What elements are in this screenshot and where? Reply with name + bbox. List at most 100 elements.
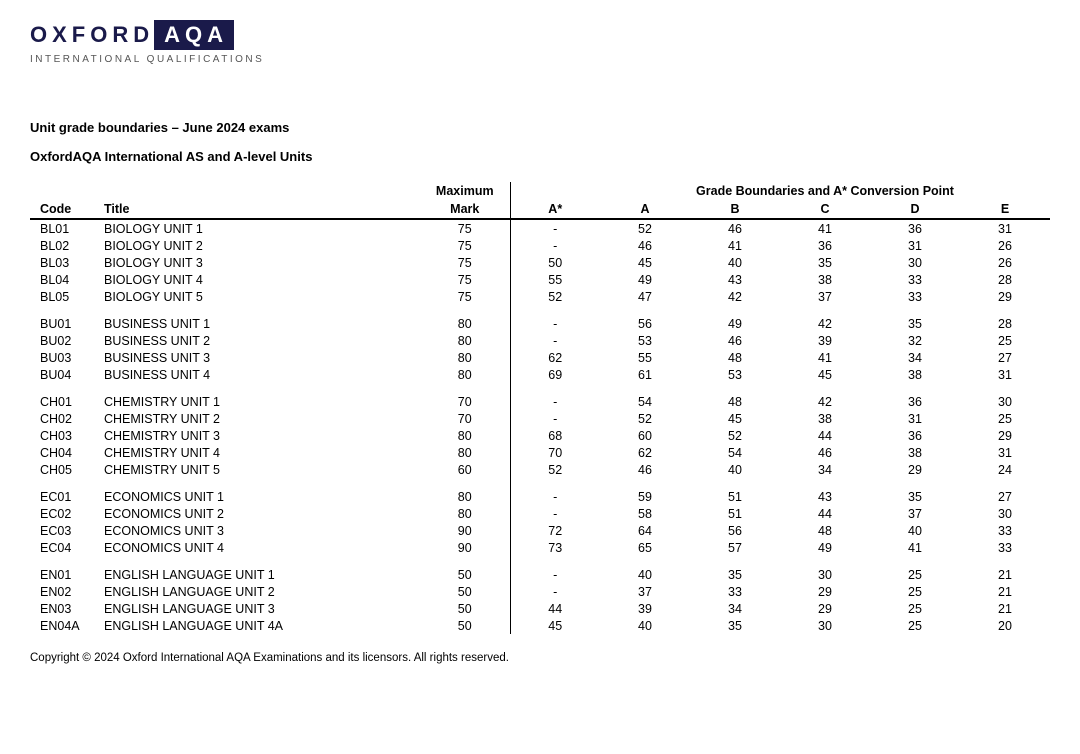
cell-code: EN02 [30,583,100,600]
header-grade-group: Grade Boundaries and A* Conversion Point [600,182,1050,200]
cell-grade: 30 [780,617,870,634]
table-row: CH05CHEMISTRY UNIT 560524640342924 [30,461,1050,478]
table-header-row: Code Title Mark A* A B C D E [30,200,1050,219]
cell-title: BIOLOGY UNIT 5 [100,288,420,305]
header-maximum: Maximum [420,182,510,200]
cell-title: ECONOMICS UNIT 3 [100,522,420,539]
cell-grade: 57 [690,539,780,556]
cell-title: CHEMISTRY UNIT 3 [100,427,420,444]
cell-grade: 25 [960,332,1050,349]
cell-grade: - [510,332,600,349]
cell-code: BU04 [30,366,100,383]
cell-code: BU03 [30,349,100,366]
cell-grade: 73 [510,539,600,556]
cell-grade: - [510,566,600,583]
cell-grade: 54 [600,393,690,410]
header-c: C [780,200,870,219]
table-row: BU02BUSINESS UNIT 280-5346393225 [30,332,1050,349]
cell-grade: 46 [600,461,690,478]
table-row: BU03BUSINESS UNIT 380625548413427 [30,349,1050,366]
header-b: B [690,200,780,219]
table-row: CH04CHEMISTRY UNIT 480706254463831 [30,444,1050,461]
cell-max-mark: 50 [420,566,510,583]
cell-grade: 45 [510,617,600,634]
cell-grade: 49 [780,539,870,556]
cell-grade: 42 [780,393,870,410]
cell-grade: 41 [780,219,870,237]
cell-title: ENGLISH LANGUAGE UNIT 2 [100,583,420,600]
logo-subtitle: INTERNATIONAL QUALIFICATIONS [30,54,1050,65]
table-row: EC03ECONOMICS UNIT 390726456484033 [30,522,1050,539]
cell-grade: - [510,315,600,332]
table-row: EC01ECONOMICS UNIT 180-5951433527 [30,488,1050,505]
spacer-row [30,383,1050,393]
cell-grade: 35 [780,254,870,271]
table-row: EC02ECONOMICS UNIT 280-5851443730 [30,505,1050,522]
logo-aqa: AQA [154,20,234,50]
cell-grade: 38 [870,444,960,461]
cell-max-mark: 50 [420,600,510,617]
header-a: A [600,200,690,219]
cell-grade: 40 [870,522,960,539]
cell-grade: 55 [600,349,690,366]
cell-grade: 46 [690,332,780,349]
cell-title: BUSINESS UNIT 3 [100,349,420,366]
page-heading: Unit grade boundaries – June 2024 exams [30,120,1050,135]
cell-grade: 44 [780,427,870,444]
cell-grade: 36 [780,237,870,254]
cell-grade: 41 [690,237,780,254]
cell-code: BL02 [30,237,100,254]
cell-grade: 33 [960,539,1050,556]
cell-grade: 35 [870,315,960,332]
cell-grade: 21 [960,583,1050,600]
header-astar: A* [510,200,600,219]
cell-max-mark: 80 [420,366,510,383]
logo-oxford: OXFORD [30,22,154,48]
cell-grade: 46 [600,237,690,254]
cell-grade: 29 [960,288,1050,305]
cell-grade: 45 [600,254,690,271]
cell-grade: 52 [600,410,690,427]
table-row: CH02CHEMISTRY UNIT 270-5245383125 [30,410,1050,427]
cell-title: CHEMISTRY UNIT 2 [100,410,420,427]
cell-max-mark: 80 [420,315,510,332]
cell-grade: 46 [690,219,780,237]
copyright-footer: Copyright © 2024 Oxford International AQ… [30,652,1050,664]
cell-grade: 45 [690,410,780,427]
cell-max-mark: 75 [420,254,510,271]
cell-max-mark: 70 [420,410,510,427]
cell-grade: 48 [780,522,870,539]
cell-grade: 52 [600,219,690,237]
header-code: Code [30,200,100,219]
cell-grade: - [510,219,600,237]
cell-grade: 25 [870,566,960,583]
cell-grade: 40 [600,566,690,583]
cell-code: CH02 [30,410,100,427]
table-row: EC04ECONOMICS UNIT 490736557494133 [30,539,1050,556]
cell-code: CH05 [30,461,100,478]
cell-max-mark: 75 [420,219,510,237]
cell-grade: 48 [690,393,780,410]
cell-grade: 44 [510,600,600,617]
cell-title: ENGLISH LANGUAGE UNIT 4A [100,617,420,634]
cell-grade: 25 [870,600,960,617]
cell-code: CH03 [30,427,100,444]
cell-code: EC01 [30,488,100,505]
cell-max-mark: 50 [420,617,510,634]
cell-max-mark: 80 [420,332,510,349]
cell-title: CHEMISTRY UNIT 5 [100,461,420,478]
spacer-row [30,305,1050,315]
cell-grade: 68 [510,427,600,444]
cell-grade: 28 [960,315,1050,332]
cell-grade: 24 [960,461,1050,478]
cell-grade: 61 [600,366,690,383]
cell-grade: 25 [870,617,960,634]
cell-grade: 21 [960,566,1050,583]
header-title: Title [100,200,420,219]
spacer-row [30,556,1050,566]
cell-grade: 29 [780,600,870,617]
header-mark: Mark [420,200,510,219]
cell-grade: - [510,410,600,427]
cell-grade: 21 [960,600,1050,617]
cell-grade: 28 [960,271,1050,288]
